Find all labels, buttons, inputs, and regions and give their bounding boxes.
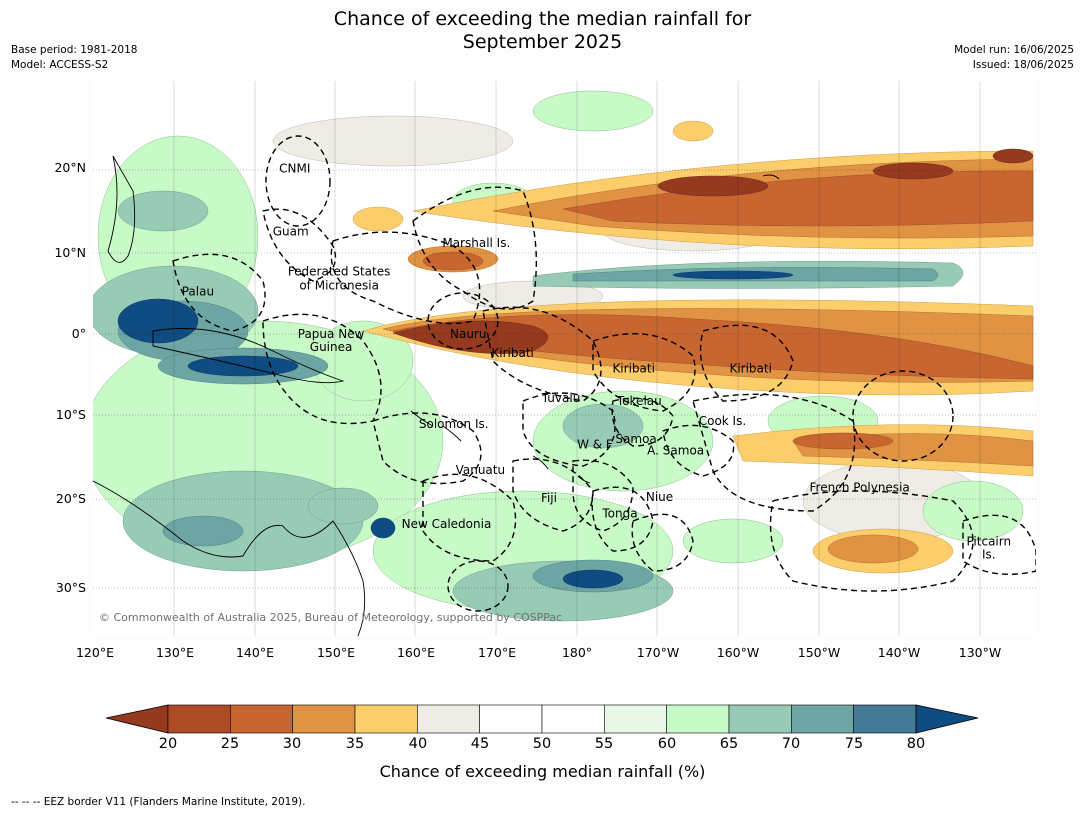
region-label: of Micronesia [299, 279, 379, 293]
region-label: Pitcairn [966, 534, 1011, 548]
region-label: New Caledonia [402, 517, 492, 531]
y-tick-10n: 10°N [54, 245, 86, 260]
base-period: Base period: 1981-2018 [11, 44, 138, 56]
map-gridlines [93, 169, 1036, 589]
colorbar-tick-45: 45 [470, 736, 490, 752]
colorbar-tick-25: 25 [220, 736, 240, 752]
region-label: Kiribati [612, 361, 654, 375]
region-label: Kiribati [491, 346, 533, 360]
colorbar-segment [417, 704, 480, 734]
x-tick-150w: 150°W [797, 645, 841, 660]
x-tick-180: 180° [561, 645, 593, 660]
y-tick-20n: 20°N [54, 160, 86, 175]
colorbar-tick-40: 40 [408, 736, 428, 752]
colorbar-segment [167, 704, 231, 734]
x-tick-130w: 130°W [958, 645, 1002, 660]
colorbar-tick-50: 50 [532, 736, 552, 752]
model-run: Model run: 16/06/2025 [954, 44, 1074, 56]
colorbar-label: Chance of exceeding median rainfall (%) [379, 762, 706, 781]
colorbar-segment [479, 704, 543, 734]
issued-date: Issued: 18/06/2025 [972, 59, 1074, 71]
colorbar-tick-35: 35 [345, 736, 365, 752]
meta-right: Model run: 16/06/2025 Issued: 18/06/2025 [954, 43, 1074, 73]
region-label: Solomon Is. [419, 417, 489, 431]
x-tick-170w: 170°W [636, 645, 680, 660]
colorbar-segment [853, 704, 917, 734]
region-label: Kiribati [729, 361, 771, 375]
x-tick-130e: 130°E [155, 645, 194, 660]
colorbar-segment [230, 704, 293, 734]
region-label: French Polynesia [810, 480, 910, 494]
x-tick-140e: 140°E [235, 645, 274, 660]
rainfall-probability-field [93, 90, 1034, 622]
region-label: CNMI [279, 161, 310, 175]
region-label: Fiji [541, 491, 557, 505]
region-label: Niue [646, 490, 673, 504]
region-label: Marshall Is. [442, 236, 510, 250]
model-name: Model: ACCESS-S2 [11, 59, 109, 71]
colorbar-tick-75: 75 [844, 736, 864, 752]
colorbar-segment [541, 704, 605, 734]
region-label: Tokelau [616, 394, 662, 408]
copyright-text: © Commonwealth of Australia 2025, Bureau… [99, 611, 562, 624]
region-label: W & F [577, 438, 613, 452]
title-line-2: September 2025 [462, 31, 623, 53]
title-line-1: Chance of exceeding the median rainfall … [333, 8, 752, 30]
eez-borders [172, 135, 1036, 612]
region-label: Tuvalu [541, 391, 581, 405]
colorbar-segments [167, 704, 917, 734]
colorbar-segment [354, 704, 418, 734]
colorbar-tick-20: 20 [158, 736, 178, 752]
region-label: Cook Is. [699, 414, 746, 428]
region-label: Palau [182, 284, 214, 298]
eez-footnote: -- -- -- EEZ border V11 (Flanders Marine… [11, 796, 306, 808]
y-tick-0: 0° [71, 326, 86, 341]
colorbar-segment [604, 704, 667, 734]
colorbar-segment [292, 704, 356, 734]
colorbar-tick-70: 70 [781, 736, 801, 752]
colorbar-tick-55: 55 [594, 736, 614, 752]
x-tick-170e: 170°E [477, 645, 516, 660]
x-tick-160w: 160°W [716, 645, 760, 660]
colorbar-tick-30: 30 [282, 736, 302, 752]
x-tick-160e: 160°E [396, 645, 435, 660]
region-label: Vanuatu [456, 463, 506, 477]
colorbar-tick-65: 65 [719, 736, 739, 752]
region-label: Papua New [298, 327, 365, 341]
region-label: Samoa [615, 432, 656, 446]
region-label: Federated States [288, 265, 390, 279]
region-label: Tonga [601, 507, 637, 521]
y-tick-10s: 10°S [55, 407, 86, 422]
x-tick-150e: 150°E [316, 645, 355, 660]
colorbar-segment [728, 704, 792, 734]
map-meridians [173, 81, 981, 636]
region-label: Guinea [310, 340, 353, 354]
colorbar-tick-80: 80 [906, 736, 926, 752]
y-tick-30s: 30°S [55, 580, 86, 595]
colorbar-segment [791, 704, 854, 734]
colorbar [106, 704, 979, 734]
x-tick-120e: 120°E [75, 645, 114, 660]
colorbar-segment [666, 704, 730, 734]
colorbar-low-extend [106, 704, 169, 734]
colorbar-tick-60: 60 [657, 736, 677, 752]
meta-left: Base period: 1981-2018 Model: ACCESS-S2 [11, 43, 137, 73]
region-label: Is. [982, 548, 996, 562]
chart-title: Chance of exceeding the median rainfall … [0, 8, 1085, 54]
colorbar-high-extend [915, 704, 979, 734]
region-label: Guam [273, 225, 309, 239]
y-tick-20s: 20°S [55, 491, 86, 506]
x-tick-140w: 140°W [877, 645, 921, 660]
region-label: Nauru [450, 327, 486, 341]
region-label: A. Samoa [647, 443, 704, 457]
